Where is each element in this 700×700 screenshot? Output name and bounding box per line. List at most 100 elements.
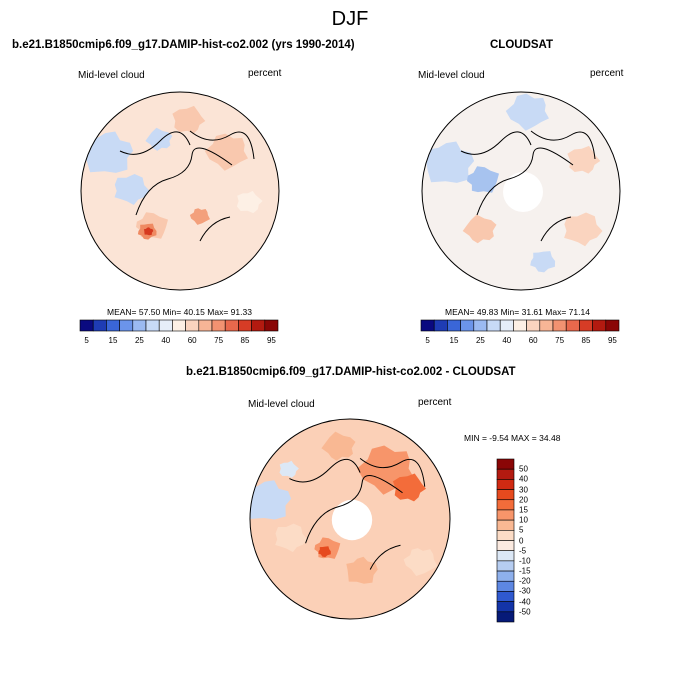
panel1-colorbar-tick-label: 60 (187, 336, 197, 345)
panel3-field-contour (346, 556, 378, 584)
figure-title: DJF (331, 8, 369, 30)
panel1-colorbar (79, 319, 279, 332)
panel1-colorbar-tick-label: 40 (161, 336, 171, 345)
panel3-field-contour (392, 473, 426, 502)
panel2-map-border (421, 91, 621, 291)
panel2-mean-value: 49.83 (476, 307, 499, 317)
panel1-colorbar-tick-label: 85 (240, 336, 250, 345)
panel2-colorbar-box (499, 319, 514, 332)
panel3-colorbar-box (496, 530, 515, 541)
panel1-colorbar-labels: 5 15 25 40 60 75 85 95 (80, 336, 278, 348)
panel1-colorbar-tick-label: 25 (134, 336, 144, 345)
panel2-mean-label: MEAN= (445, 307, 475, 317)
panel2-coastline (460, 131, 532, 155)
panel2-colorbar-box (552, 319, 567, 332)
panel1-coastline (199, 216, 231, 242)
panel1-colorbar-box (251, 319, 266, 332)
panel2-colorbar-box (565, 319, 580, 332)
panel3-colorbar-box (496, 570, 515, 582)
panel1-mean-value: 57.50 (138, 307, 161, 317)
panel3-colorbar-box (496, 458, 515, 470)
panel1-colorbar-box (238, 319, 252, 332)
panel2-field-contour (462, 214, 497, 244)
panel2-field-contour (567, 145, 601, 174)
panel3-colorbar-tick-label: -50 (519, 607, 531, 617)
panel2-min-value: 31.61 (521, 307, 543, 317)
panel1-colorbar-box (145, 319, 160, 332)
panel2-colorbar-box (605, 319, 620, 332)
panel2-colorbar-tick-label: 85 (581, 336, 591, 345)
panel3-field-contour (321, 431, 356, 461)
panel2-coastline (540, 216, 572, 242)
panel1-title: b.e21.B1850cmip6.f09_g17.DAMIP-hist-co2.… (12, 39, 355, 51)
panel2-title: CLOUDSAT (490, 39, 554, 51)
panel3-coastline (289, 458, 361, 483)
panel2-coastline (530, 130, 596, 160)
panel1-stats: MEAN= 57.50 Min= 40.15 Max= 91.33 (107, 307, 252, 317)
panel3-colorbar-box (496, 519, 515, 531)
panel3-field-contour (403, 548, 438, 576)
panel2-colorbar-box (513, 319, 527, 332)
panel1-colorbar-box (224, 319, 239, 332)
panel2-colorbar-box (460, 319, 475, 332)
panel1-mean-label: MEAN= (107, 307, 137, 317)
panel3-colorbar-box (496, 580, 515, 592)
panel3-field-contour (318, 546, 331, 558)
panel3-field-contour (250, 480, 292, 520)
panel3-units-label: percent (418, 397, 452, 408)
panel3-missing-data-pole (331, 499, 373, 541)
panel2-colorbar-box (526, 319, 541, 332)
panel1-map (80, 91, 280, 291)
panel2-max-label: Max= (545, 307, 567, 317)
panel3-colorbar-tick-label: -15 (519, 566, 531, 576)
panel2-colorbar-tick-label: 40 (502, 336, 512, 345)
panel3-min-value: -9.54 (489, 433, 509, 443)
panel2-map (421, 91, 621, 291)
panel3-colorbar-box (496, 489, 515, 501)
panel2-colorbar-tick-label: 75 (555, 336, 565, 345)
panel3-colorbar-box (496, 509, 515, 521)
panel3-colorbar-tick-label: -30 (519, 586, 531, 596)
panel2-stats: MEAN= 49.83 Min= 31.61 Max= 71.14 (445, 307, 590, 317)
panel1-field-contour (143, 227, 154, 236)
panel1-variable-label: Mid-level cloud (78, 70, 145, 81)
panel3-variable-label: Mid-level cloud (248, 399, 315, 410)
panel1-field-contour (236, 190, 263, 214)
panel1-colorbar-box (106, 319, 120, 332)
panel2-colorbar-box (420, 319, 435, 332)
panel3-coastline (369, 544, 401, 570)
panel1-colorbar-box (92, 319, 107, 332)
panel2-colorbar-tick-label: 5 (425, 336, 430, 345)
panel1-colorbar-box (132, 319, 147, 332)
panel1-colorbar-tick-label: 15 (108, 336, 118, 345)
panel3-colorbar (496, 458, 515, 623)
panel2-field-contour (505, 93, 549, 131)
panel2-field-contour (530, 251, 556, 273)
panel1-colorbar-box (185, 319, 200, 332)
panel2-colorbar-box (473, 319, 488, 332)
panel3-field-contour (279, 460, 299, 478)
panel3-colorbar-tick-label: 20 (519, 495, 528, 505)
panel1-min-value: 40.15 (183, 307, 205, 317)
panel1-colorbar-box (264, 319, 279, 332)
panel3-colorbar-box (496, 591, 515, 602)
panel3-colorbar-tick-label: 10 (519, 515, 528, 525)
panel2-colorbar-tick-label: 95 (607, 336, 617, 345)
panel2-max-value: 71.14 (568, 307, 590, 317)
panel2-missing-data-pole (503, 172, 543, 212)
panel1-colorbar-box (79, 319, 94, 332)
panel1-colorbar-box (158, 319, 173, 332)
panel3-colorbar-tick-label: 0 (519, 536, 524, 545)
panel1-colorbar-tick-label: 75 (214, 336, 224, 345)
panel1-colorbar-box (119, 319, 134, 332)
panel2-min-label: Min= (500, 307, 520, 317)
panel2-field-contour (467, 166, 499, 193)
panel3-map-border (249, 418, 451, 620)
panel1-colorbar-tick-label: 95 (266, 336, 276, 345)
panel2-variable-label: Mid-level cloud (418, 70, 485, 81)
panel3-colorbar-box (496, 550, 515, 562)
panel3-stats: MIN = -9.54 MAX = 34.48 (464, 433, 560, 443)
panel1-field-contour (204, 133, 248, 171)
panel3-colorbar-box (496, 468, 515, 480)
panel2-colorbar-tick-label: 60 (528, 336, 538, 345)
